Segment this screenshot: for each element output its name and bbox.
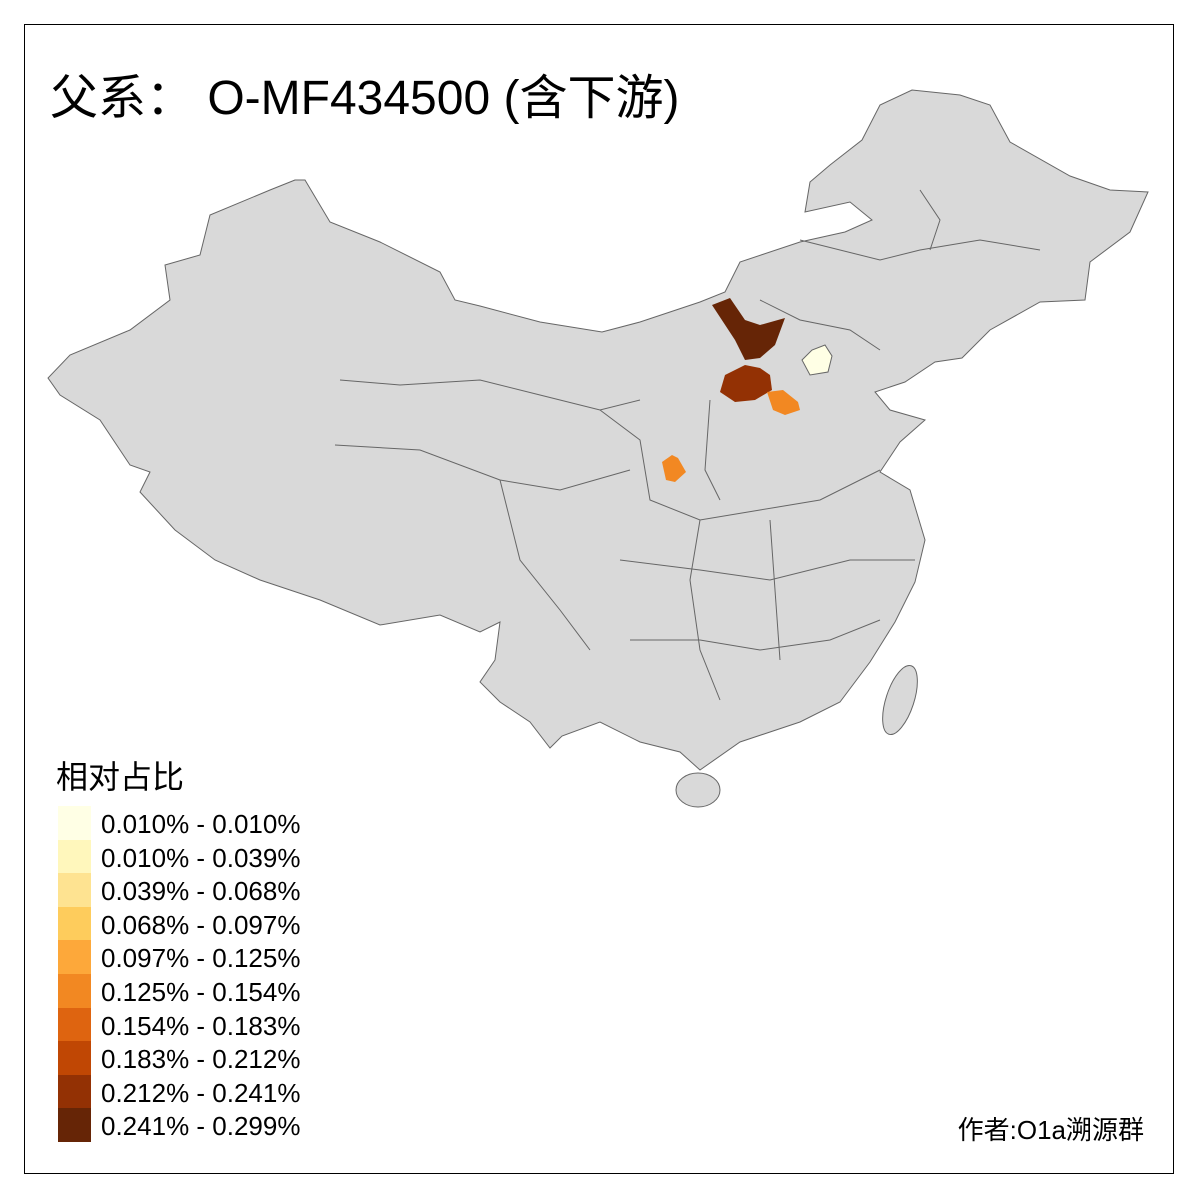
legend-label: 0.154% - 0.183%: [101, 1010, 301, 1041]
legend-item: 0.183% - 0.212%: [58, 1041, 358, 1076]
province-borders: [334, 189, 1041, 701]
legend-item: 0.097% - 0.125%: [58, 940, 358, 975]
legend-swatch: [58, 940, 91, 975]
region-0.125-0.154-b: [662, 455, 686, 482]
legend-label: 0.068% - 0.097%: [101, 909, 301, 940]
legend-item: 0.125% - 0.154%: [58, 974, 358, 1008]
legend-swatch: [58, 1007, 91, 1042]
legend-swatch: [58, 1041, 91, 1076]
author-credit: 作者:O1a溯源群: [957, 1115, 1144, 1145]
region-0.010-0.010: [801, 344, 833, 376]
legend-title: 相对占比: [56, 759, 185, 795]
legend-label: 0.010% - 0.010%: [101, 809, 301, 839]
map-frame: [24, 24, 1174, 1174]
legend-item: 0.068% - 0.097%: [58, 906, 358, 941]
region-0.212-0.241: [720, 365, 772, 402]
legend-swatch: [58, 906, 91, 941]
legend-item: 0.154% - 0.183%: [58, 1007, 358, 1042]
taiwan: [882, 664, 918, 736]
legend-label: 0.039% - 0.068%: [101, 876, 301, 907]
legend-swatch: [58, 1074, 91, 1109]
legend-swatch: [58, 873, 91, 908]
legend-label: 0.183% - 0.212%: [101, 1044, 301, 1075]
legend-swatch: [58, 974, 91, 1008]
legend-item: 0.212% - 0.241%: [58, 1074, 358, 1109]
legend-swatch: [58, 839, 91, 874]
china-mainland: [47, 89, 1149, 771]
legend-item: 0.241% - 0.299%: [58, 1108, 358, 1143]
legend-swatch: [58, 806, 91, 840]
legend-item: 0.039% - 0.068%: [58, 873, 358, 908]
region-0.241-0.299: [712, 298, 785, 360]
legend-item: 0.010% - 0.010%: [58, 806, 358, 840]
legend-item: 0.010% - 0.039%: [58, 839, 358, 874]
legend-label: 0.212% - 0.241%: [101, 1077, 301, 1108]
map-title: 父系： O-MF434500 (含下游): [50, 72, 680, 125]
legend-label: 0.241% - 0.299%: [101, 1111, 301, 1142]
region-0.125-0.154-a: [767, 390, 800, 415]
legend-label: 0.010% - 0.039%: [101, 842, 301, 873]
legend-label: 0.097% - 0.125%: [101, 943, 301, 974]
hainan: [675, 772, 721, 808]
legend-label: 0.125% - 0.154%: [101, 977, 301, 1007]
legend-swatch: [58, 1108, 91, 1143]
